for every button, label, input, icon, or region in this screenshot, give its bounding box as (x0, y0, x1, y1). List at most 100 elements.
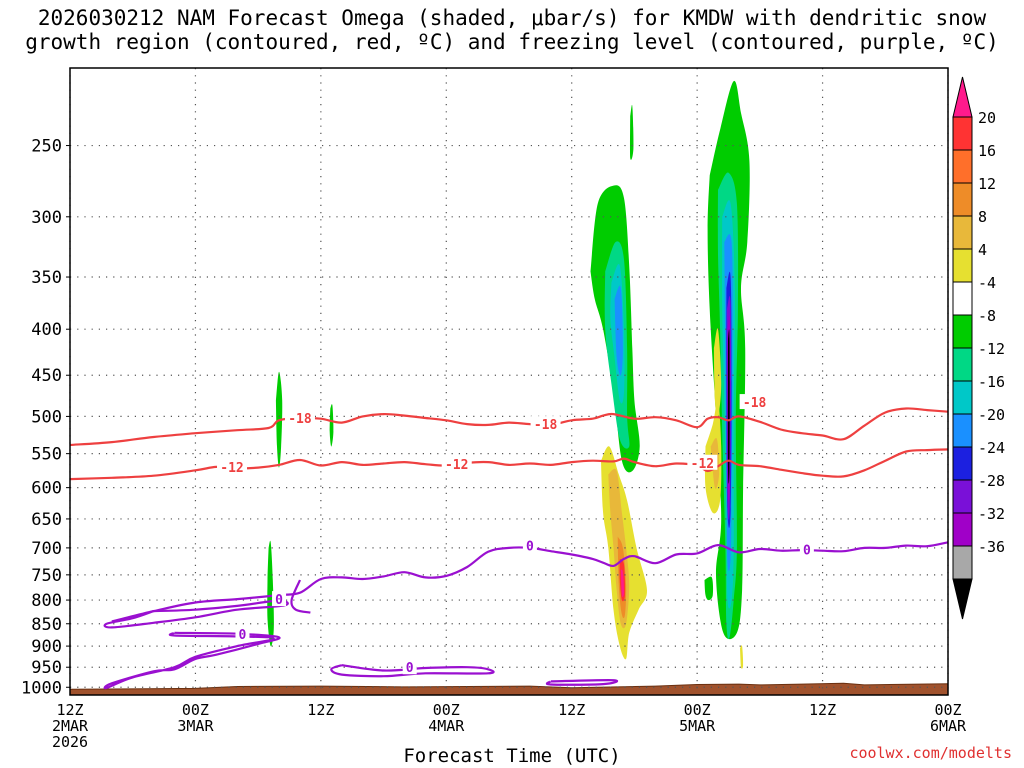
contour-label-bg (522, 537, 537, 553)
x-tick-label: 2MAR (52, 717, 89, 735)
contour-freezing-level-loop (103, 599, 289, 629)
contour-freezing-level-loop (103, 631, 281, 690)
contour-label: -18 (743, 396, 767, 411)
colorbar-swatch (952, 149, 973, 184)
contour-label: 0 (803, 544, 811, 559)
plot-border (69, 67, 949, 696)
contour-dendritic-18c (69, 407, 949, 447)
contour-label-bg (799, 541, 814, 557)
x-tick-label: 12Z (56, 701, 83, 719)
contour-label-bg (441, 456, 472, 472)
x-tick-label: 00Z (433, 701, 460, 719)
contour-label-bg (739, 394, 770, 410)
contour-label: -12 (445, 458, 468, 473)
colorbar-swatch (952, 314, 973, 349)
contour-label: 0 (275, 593, 283, 608)
colorbar: 20 16 12 8 4 -4 -8 -12 -16 -20 -24 -28 -32 -36 (952, 76, 1005, 620)
y-tick-label: 800 (31, 591, 62, 611)
colorbar-swatch (952, 215, 973, 250)
colorbar-swatch (952, 281, 973, 316)
omega-area (267, 540, 274, 647)
colorbar-label: -36 (978, 538, 1005, 556)
contour-dendritic-12c (69, 448, 949, 481)
y-tick-label: 300 (31, 208, 62, 228)
y-tick-label: 700 (31, 539, 62, 559)
x-tick-label: 4MAR (428, 717, 465, 735)
colorbar-swatch (952, 248, 973, 283)
colorbar-swatch (952, 380, 973, 415)
colorbar-swatch (952, 512, 973, 547)
colorbar-swatch (952, 479, 973, 514)
contour-label-bg (272, 591, 287, 607)
colorbar-swatch (952, 116, 973, 151)
contour-label: -18 (288, 412, 312, 427)
ground-surface (69, 682, 949, 696)
colorbar-label: -20 (978, 406, 1005, 424)
contour-label: 0 (526, 540, 534, 555)
omega-area (727, 329, 730, 484)
contour-freezing-level-0c (111, 541, 949, 623)
y-tick-label: 250 (31, 137, 62, 157)
colorbar-swatch (952, 347, 973, 382)
x-axis-title: Forecast Time (UTC) (403, 745, 621, 767)
omega-area (740, 645, 744, 669)
colorbar-label: -28 (978, 472, 1005, 490)
contour-freezing-level-loop (290, 579, 311, 614)
colorbar-label: -8 (978, 307, 996, 325)
plot-frame (69, 67, 949, 696)
x-tick-label: 00Z (182, 701, 209, 719)
y-tick-label: 750 (31, 566, 62, 586)
y-tick-label: 650 (31, 510, 62, 530)
colorbar-label: 20 (978, 109, 996, 127)
chart-title-line-1: 2026030212 NAM Forecast Omega (shaded, μ… (37, 6, 987, 30)
y-tick-label: 400 (31, 320, 62, 340)
colorbar-label: 16 (978, 142, 996, 160)
omega-area (329, 404, 334, 447)
y-tick-label: 850 (31, 615, 62, 635)
omega-area (614, 285, 623, 376)
colorbar-label: 8 (978, 208, 987, 226)
contour-label: -18 (534, 418, 558, 433)
colorbar-label: -32 (978, 505, 1005, 523)
colorbar-arrow-bottom (952, 578, 973, 620)
x-tick-label: 6MAR (930, 717, 967, 735)
omega-shading-layer (267, 80, 750, 669)
y-tick-label: 550 (31, 445, 62, 465)
colorbar-swatch (952, 182, 973, 217)
x-tick-label: 12Z (809, 701, 836, 719)
colorbar-label: 4 (978, 241, 987, 259)
contour-label-bg (530, 416, 561, 432)
colorbar-label: -24 (978, 439, 1005, 457)
colorbar-label: -4 (978, 274, 996, 292)
y-tick-label: 900 (31, 637, 62, 657)
y-tick-label: 600 (31, 479, 62, 499)
colorbar-label: 12 (978, 175, 996, 193)
contour-label-bg (284, 409, 315, 425)
colorbar-swatch (952, 413, 973, 448)
x-tick-label: 12Z (307, 701, 334, 719)
y-tick-label: 950 (31, 658, 62, 678)
contour-freezing-level-loop (545, 678, 619, 686)
y-tick-label: 450 (31, 366, 62, 386)
axes-layer: 2503003504004505005506006507007508008509… (21, 137, 967, 751)
omega-area (704, 576, 714, 601)
contour-label: -12 (691, 457, 714, 472)
contour-layer: -18 -18 -18 -12 -12 -12 0 0 0 0 0 (69, 394, 949, 690)
colorbar-label: -12 (978, 340, 1005, 358)
chart-title-line-2: growth region (contoured, red, ºC) and f… (25, 30, 999, 54)
omega-area (620, 569, 625, 598)
colorbar-swatch (952, 545, 973, 580)
contour-label-bg (687, 454, 718, 470)
colorbar-label: -16 (978, 373, 1005, 391)
contour-label-bg (235, 626, 250, 642)
y-tick-label: 1000 (21, 678, 62, 698)
omega-area (713, 328, 722, 417)
y-tick-label: 350 (31, 268, 62, 288)
contour-label: -12 (220, 461, 243, 476)
x-tick-label: 00Z (934, 701, 961, 719)
x-tick-label: 5MAR (679, 717, 716, 735)
x-tick-label: 00Z (684, 701, 711, 719)
x-tick-label: 2026 (52, 733, 88, 751)
contour-label-bg (402, 659, 417, 675)
